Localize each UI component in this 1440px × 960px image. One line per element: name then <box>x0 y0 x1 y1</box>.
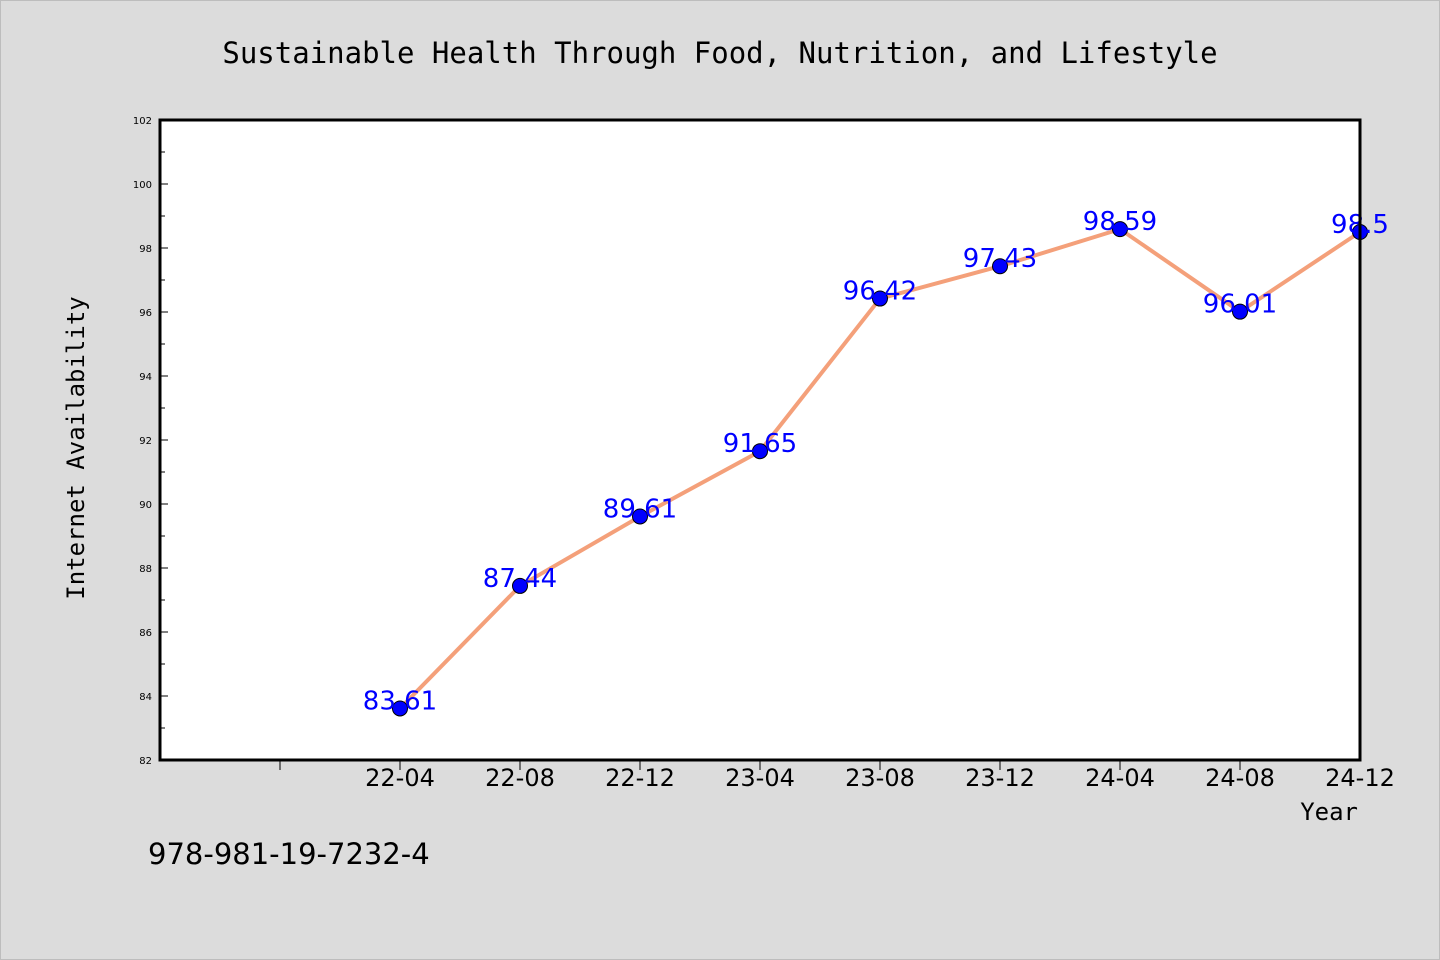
x-tick-label: 24-04 <box>1085 764 1155 792</box>
data-label: 87.44 <box>483 564 557 594</box>
plot-area <box>160 120 1360 760</box>
y-tick-label: 92 <box>139 436 152 447</box>
y-tick-label: 96 <box>139 308 152 319</box>
data-point <box>512 577 528 594</box>
x-tick-label: 22-08 <box>485 764 555 792</box>
data-label: 91.65 <box>723 429 797 459</box>
x-tick-label: 22-12 <box>605 764 675 792</box>
data-point <box>872 290 888 307</box>
data-point <box>1232 303 1248 320</box>
plot-border <box>158 118 1362 762</box>
data-label: 89.61 <box>603 494 677 524</box>
x-tick-label: 22-04 <box>365 764 435 792</box>
y-tick-label: 100 <box>133 180 152 191</box>
y-tick-label: 90 <box>139 500 152 511</box>
y-tick-label: 84 <box>139 692 152 703</box>
y-axis-label: Internet Availability <box>62 296 90 599</box>
data-point <box>392 700 408 717</box>
y-tick-label: 86 <box>139 628 152 639</box>
y-tick-label: 102 <box>133 116 152 127</box>
data-label: 97.43 <box>963 244 1037 274</box>
data-label: 98.59 <box>1083 207 1157 237</box>
x-tick-label: 23-08 <box>845 764 915 792</box>
y-tick-label: 94 <box>139 372 152 383</box>
data-label: 96.42 <box>843 277 917 307</box>
chart-title: Sustainable Health Through Food, Nutriti… <box>222 36 1217 70</box>
data-point <box>992 258 1008 275</box>
data-point <box>752 443 768 460</box>
y-tick-label: 98 <box>139 244 152 255</box>
x-axis-label: Year <box>1300 798 1358 826</box>
data-label: 83.61 <box>363 686 437 716</box>
x-tick-label: 24-08 <box>1205 764 1275 792</box>
series-layer <box>392 221 1368 717</box>
y-tick-label: 82 <box>139 756 152 767</box>
x-tick-label: 23-04 <box>725 764 795 792</box>
data-label: 96.01 <box>1203 290 1277 320</box>
data-labels: 83.61 87.44 89.61 91.65 96.42 97.43 98.59 96.01… <box>363 207 1389 716</box>
y-tick-label: 88 <box>139 564 152 575</box>
data-point <box>632 508 648 525</box>
x-tick-label: 24-12 <box>1325 764 1395 792</box>
axis-ticks: 82 84 86 88 90 92 94 96 98 100 102 22-04 22-08 22-12 2… <box>133 116 1395 792</box>
data-point <box>1112 221 1128 238</box>
isbn-text: 978-981-19-7232-4 <box>148 837 430 871</box>
x-tick-label: 23-12 <box>965 764 1035 792</box>
